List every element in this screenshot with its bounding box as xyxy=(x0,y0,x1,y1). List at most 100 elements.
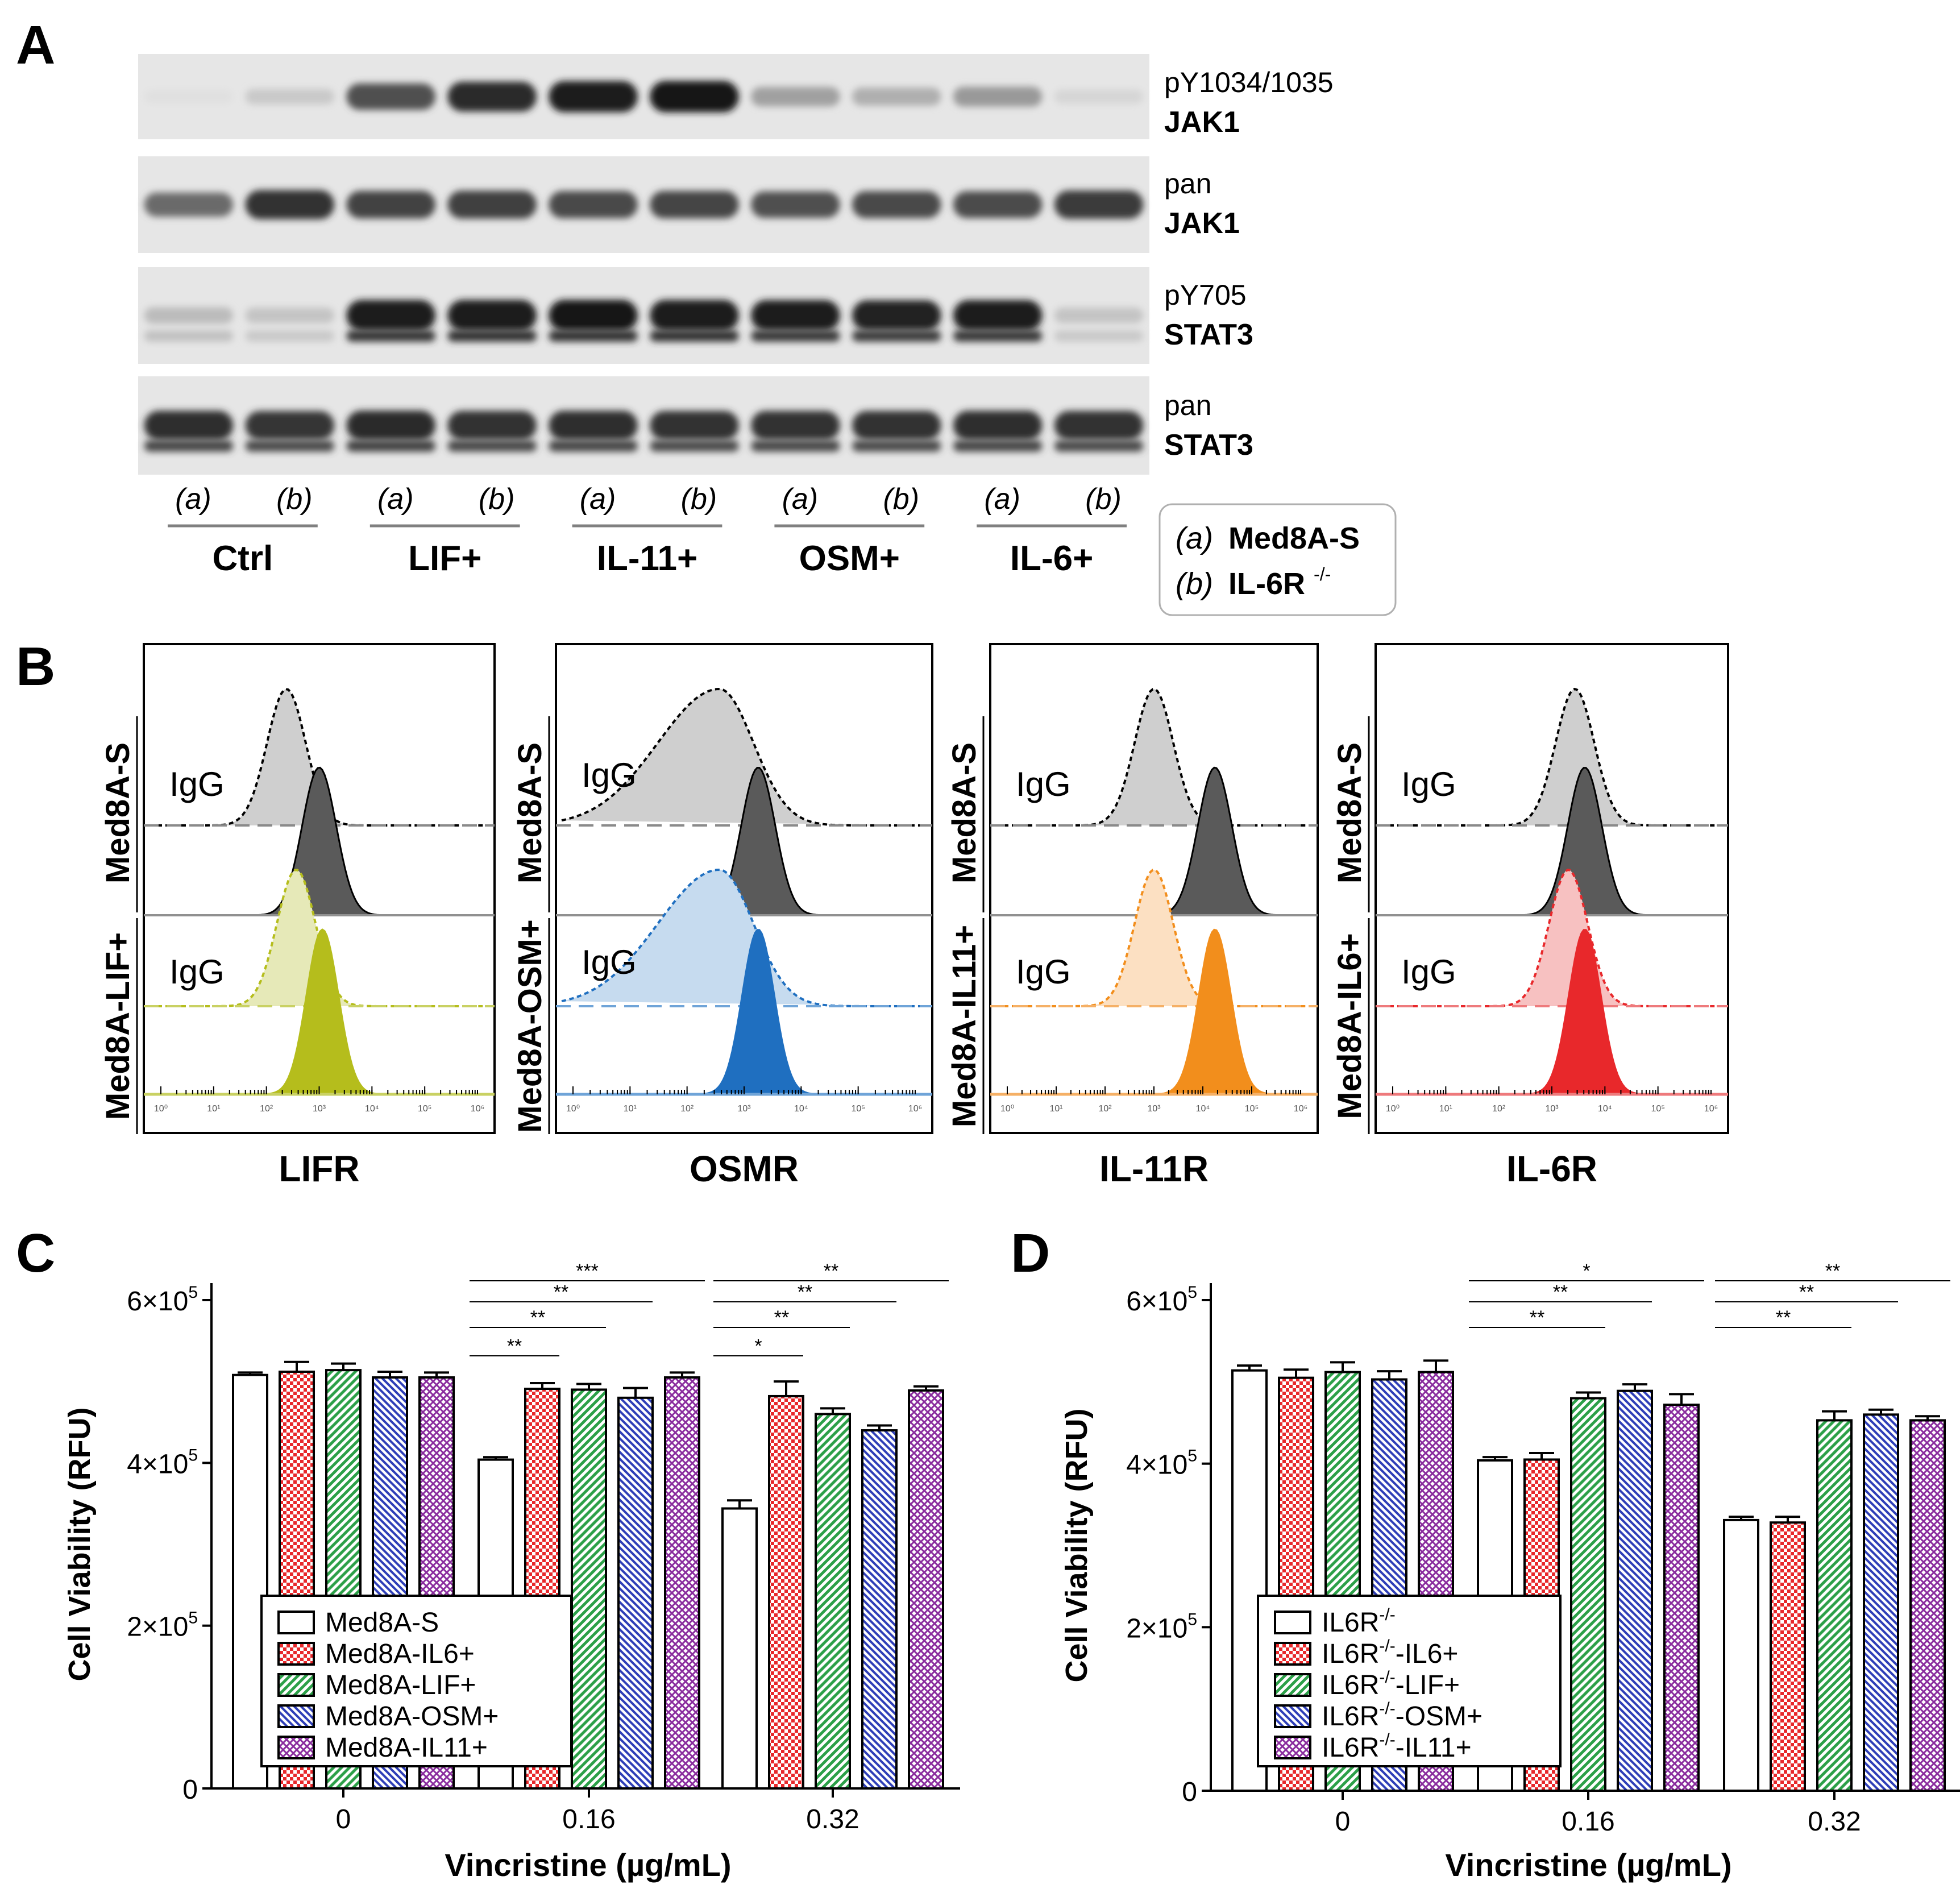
sample-legend-line-b: (b) IL-6R -/- xyxy=(1176,564,1331,601)
axis-tick-label: 10⁰ xyxy=(154,1104,168,1114)
blot-band xyxy=(1054,410,1144,441)
legend-swatch xyxy=(277,1704,315,1728)
legend-code-a: (a) xyxy=(1176,521,1213,555)
blot-band xyxy=(650,190,739,219)
significance-stars: ** xyxy=(507,1335,522,1357)
y-tick-label: 0 xyxy=(1182,1777,1197,1807)
blot-label-3: pY705 STAT3 xyxy=(1164,279,1253,351)
blot-band xyxy=(346,300,436,331)
legend-code-b: (b) xyxy=(1176,567,1213,601)
axis-tick-label: 10⁶ xyxy=(908,1104,922,1114)
y-tick-label: 6×105 xyxy=(127,1283,198,1317)
blot-band xyxy=(447,300,537,331)
group-label: Ctrl xyxy=(213,539,273,578)
blot-band xyxy=(852,88,941,106)
legend-entry-base: IL6R xyxy=(1322,1670,1379,1700)
blot-band xyxy=(549,81,638,113)
legend-swatch xyxy=(1274,1704,1311,1728)
legend-entry-superscript: -/- xyxy=(1379,1605,1395,1624)
bar xyxy=(1570,1397,1606,1792)
bar xyxy=(1816,1419,1853,1792)
blot-band-lower xyxy=(447,440,537,452)
axis-tick-label: 10² xyxy=(680,1104,694,1114)
blot-label-4: pan STAT3 xyxy=(1164,389,1253,462)
igg-label-top: IgG xyxy=(169,765,225,803)
igg-histogram-top xyxy=(1381,689,1722,825)
legend-entry-superscript: -/- xyxy=(1379,1637,1395,1655)
blot-band xyxy=(245,411,335,440)
blot-4-site-label: pan xyxy=(1164,389,1211,421)
blot-3 xyxy=(138,267,1149,364)
x-tick-label: 0.32 xyxy=(806,1804,859,1834)
axis-tick-label: 10⁰ xyxy=(1000,1104,1014,1114)
blot-band xyxy=(245,89,335,105)
blot-band xyxy=(144,410,234,441)
bar xyxy=(1617,1389,1653,1792)
blot-label-2: pan JAK1 xyxy=(1164,168,1240,240)
significance-stars: ** xyxy=(1553,1281,1568,1303)
axis-tick-label: 10⁴ xyxy=(794,1104,808,1114)
significance-stars: ** xyxy=(774,1307,789,1329)
blot-4 xyxy=(138,376,1149,475)
significance-stars: ** xyxy=(554,1281,568,1303)
y-tick-exponent: 5 xyxy=(188,1609,198,1628)
bar xyxy=(571,1388,607,1790)
flow-cytometry-panel: 10⁰ 10¹ 10² 10³ 10⁴ 10⁵ 10⁶ IgG IgG Med8A-S Med8A-… xyxy=(99,643,1729,1189)
axis-tick-label: 10⁰ xyxy=(566,1104,580,1114)
blot-band-lower xyxy=(852,440,941,452)
lane-label: (b) xyxy=(276,483,313,516)
y-tick-exponent: 5 xyxy=(1187,1447,1197,1466)
igg-label-top: IgG xyxy=(582,756,637,794)
y-tick-label: 0 xyxy=(182,1775,198,1805)
legend-swatch xyxy=(1274,1611,1311,1634)
igg-label-top: IgG xyxy=(1016,765,1071,803)
blot-band xyxy=(549,191,638,218)
legend-entry: Med8A-IL6+ xyxy=(325,1639,475,1669)
x-tick-label: 0 xyxy=(336,1804,351,1834)
legend-swatch xyxy=(277,1611,315,1634)
axis-tick-label: 10⁵ xyxy=(1651,1104,1664,1114)
blot-band xyxy=(751,300,840,331)
igg-label-bottom: IgG xyxy=(1016,953,1071,991)
histogram-panel-il-6r: 10⁰ 10¹ 10² 10³ 10⁴ 10⁵ 10⁶ IgG IgG Med8A-S Med8A-… xyxy=(1331,643,1729,1189)
row-label-top: Med8A-S xyxy=(99,742,136,883)
significance-stars: ** xyxy=(1825,1260,1840,1282)
legend-swatch xyxy=(1274,1673,1311,1697)
legend-entry-base: IL6R xyxy=(1322,1639,1379,1669)
blot-1-protein-label: JAK1 xyxy=(1164,106,1240,139)
axis-tick-label: 10¹ xyxy=(1439,1104,1452,1114)
blot-band xyxy=(650,81,739,113)
lane-label: (b) xyxy=(479,483,515,516)
y-tick-base: 6×10 xyxy=(127,1286,188,1317)
panel-letter-d: D xyxy=(1011,1223,1050,1284)
row-label-bottom: Med8A-IL6+ xyxy=(1331,933,1368,1119)
blot-band-lower xyxy=(346,440,436,452)
y-tick-label: 6×105 xyxy=(1126,1283,1197,1317)
bar xyxy=(768,1394,804,1790)
legend-swatch xyxy=(277,1736,315,1759)
axis-tick-label: 10⁶ xyxy=(471,1104,484,1114)
y-tick-base: 4×10 xyxy=(127,1449,188,1479)
blot-band xyxy=(1054,89,1144,104)
blot-band xyxy=(1054,307,1144,324)
igg-histogram-bottom-outline xyxy=(1381,868,1722,1007)
y-axis-label: Cell Viability (RFU) xyxy=(63,1407,97,1681)
blot-band-lower xyxy=(1054,330,1144,342)
blot-band-lower xyxy=(144,330,234,342)
y-tick-label: 2×105 xyxy=(1126,1610,1197,1643)
legend-entry: IL6R-/--LIF+ xyxy=(1322,1668,1460,1700)
legend-entry-suffix: -LIF+ xyxy=(1396,1670,1460,1700)
igg-label-top: IgG xyxy=(1401,765,1456,803)
legend-entry-base: IL6R xyxy=(1322,1701,1379,1732)
blot-band-lower xyxy=(447,330,537,342)
axis-tick-label: 10⁵ xyxy=(1245,1104,1259,1114)
legend-entry-superscript: -/- xyxy=(1379,1699,1395,1718)
blot-band-lower xyxy=(1054,440,1144,452)
blot-band xyxy=(751,87,840,106)
y-tick-label: 4×105 xyxy=(127,1446,198,1479)
x-axis-label: Vincristine (µg/mL) xyxy=(1445,1847,1731,1883)
receptor-label: LIFR xyxy=(279,1148,359,1189)
legend-entry-suffix: -IL6+ xyxy=(1396,1639,1459,1669)
